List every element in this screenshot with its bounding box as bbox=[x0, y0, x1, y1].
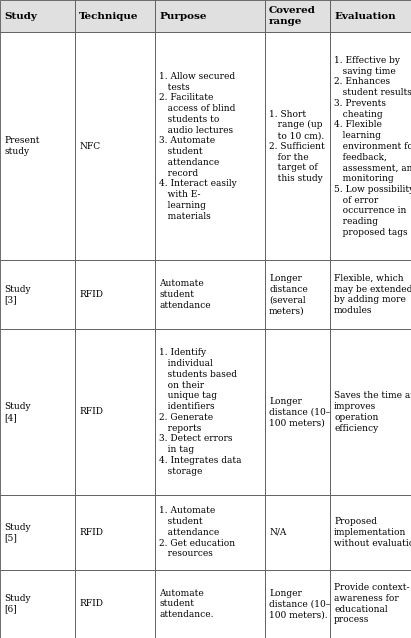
Bar bbox=[75, 33, 155, 260]
Text: 1. Allow secured
   tests
2. Facilitate
   access of blind
   students to
   aud: 1. Allow secured tests 2. Facilitate acc… bbox=[159, 72, 237, 221]
Bar bbox=[265, 260, 330, 329]
Text: NFC: NFC bbox=[79, 142, 100, 151]
Bar bbox=[155, 329, 265, 495]
Text: Automate
student
attendance.: Automate student attendance. bbox=[159, 589, 213, 619]
Bar bbox=[155, 570, 265, 638]
Bar bbox=[0, 33, 75, 260]
Text: RFID: RFID bbox=[79, 599, 103, 608]
Bar bbox=[330, 570, 411, 638]
Bar bbox=[0, 329, 75, 495]
Text: Provide context-
awareness for
educational
process: Provide context- awareness for education… bbox=[334, 583, 409, 625]
Text: Study: Study bbox=[4, 11, 37, 20]
Text: Study
[3]: Study [3] bbox=[4, 285, 31, 304]
Bar bbox=[75, 495, 155, 570]
Text: 1. Automate
   student
   attendance
2. Get education
   resources: 1. Automate student attendance 2. Get ed… bbox=[159, 507, 235, 558]
Bar bbox=[265, 33, 330, 260]
Bar bbox=[330, 260, 411, 329]
Bar bbox=[155, 0, 265, 33]
Text: Proposed
implementation
without evaluation: Proposed implementation without evaluati… bbox=[334, 517, 411, 547]
Text: Study
[5]: Study [5] bbox=[4, 523, 31, 542]
Text: Technique: Technique bbox=[79, 11, 139, 20]
Text: Present
study: Present study bbox=[4, 137, 39, 156]
Text: RFID: RFID bbox=[79, 290, 103, 299]
Bar bbox=[330, 329, 411, 495]
Bar bbox=[265, 495, 330, 570]
Text: RFID: RFID bbox=[79, 408, 103, 417]
Bar bbox=[0, 0, 75, 33]
Text: Purpose: Purpose bbox=[159, 11, 206, 20]
Bar bbox=[0, 495, 75, 570]
Bar bbox=[75, 329, 155, 495]
Bar bbox=[155, 495, 265, 570]
Text: 1. Identify
   individual
   students based
   on their
   unique tag
   identif: 1. Identify individual students based on… bbox=[159, 348, 242, 475]
Bar bbox=[0, 570, 75, 638]
Text: Study
[4]: Study [4] bbox=[4, 402, 31, 422]
Text: RFID: RFID bbox=[79, 528, 103, 537]
Text: Study
[6]: Study [6] bbox=[4, 594, 31, 614]
Text: Evaluation: Evaluation bbox=[334, 11, 396, 20]
Text: 1. Short
   range (up
   to 10 cm).
2. Sufficient
   for the
   target of
   thi: 1. Short range (up to 10 cm). 2. Suffici… bbox=[269, 110, 325, 183]
Bar bbox=[155, 33, 265, 260]
Bar bbox=[75, 0, 155, 33]
Bar bbox=[265, 570, 330, 638]
Text: Saves the time and
improves
operation
efficiency: Saves the time and improves operation ef… bbox=[334, 391, 411, 433]
Text: Automate
student
attendance: Automate student attendance bbox=[159, 279, 210, 309]
Text: N/A: N/A bbox=[269, 528, 286, 537]
Bar bbox=[330, 495, 411, 570]
Text: Longer
distance (10–
100 meters).: Longer distance (10– 100 meters). bbox=[269, 589, 330, 619]
Text: Covered
range: Covered range bbox=[269, 6, 316, 26]
Bar bbox=[330, 0, 411, 33]
Bar bbox=[0, 260, 75, 329]
Text: 1. Effective by
   saving time
2. Enhances
   student results
3. Prevents
   che: 1. Effective by saving time 2. Enhances … bbox=[334, 56, 411, 237]
Text: Flexible, which
may be extended
by adding more
modules: Flexible, which may be extended by addin… bbox=[334, 274, 411, 315]
Bar bbox=[265, 0, 330, 33]
Bar bbox=[75, 570, 155, 638]
Bar bbox=[330, 33, 411, 260]
Bar bbox=[265, 329, 330, 495]
Bar bbox=[155, 260, 265, 329]
Text: Longer
distance (10–
100 meters): Longer distance (10– 100 meters) bbox=[269, 397, 330, 427]
Text: Longer
distance
(several
meters): Longer distance (several meters) bbox=[269, 274, 308, 315]
Bar bbox=[75, 260, 155, 329]
